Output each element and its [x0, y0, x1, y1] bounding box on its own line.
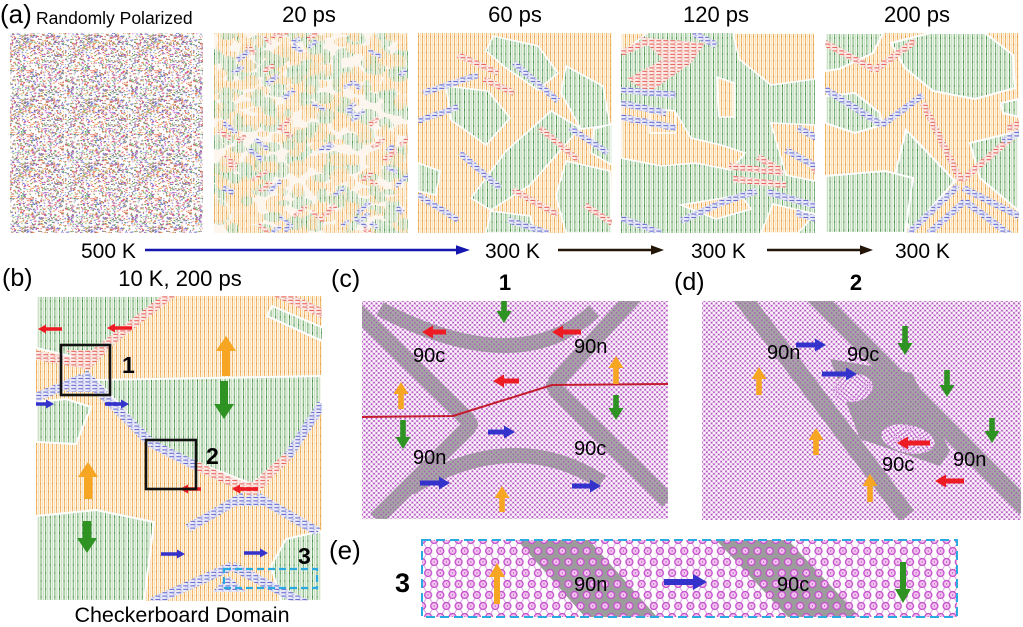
svg-text:3: 3: [395, 568, 410, 598]
svg-text:2: 2: [850, 270, 862, 295]
svg-text:90n: 90n: [767, 342, 800, 364]
svg-text:1: 1: [122, 352, 135, 378]
svg-text:90c: 90c: [847, 344, 879, 366]
svg-text:(c): (c): [331, 265, 360, 293]
svg-text:(d): (d): [674, 268, 705, 296]
svg-text:(e): (e): [329, 535, 361, 565]
svg-text:90n: 90n: [413, 447, 446, 469]
svg-text:(a): (a): [0, 0, 32, 29]
svg-text:120 ps: 120 ps: [683, 2, 749, 27]
svg-text:1: 1: [499, 270, 511, 295]
svg-text:90n: 90n: [574, 336, 607, 358]
svg-text:300 K: 300 K: [691, 240, 746, 263]
svg-text:90c: 90c: [413, 345, 445, 367]
svg-text:90c: 90c: [882, 454, 914, 476]
svg-text:10 K, 200 ps: 10 K, 200 ps: [118, 266, 242, 291]
svg-text:90n: 90n: [953, 449, 986, 471]
svg-text:60 ps: 60 ps: [488, 2, 542, 27]
svg-text:2: 2: [206, 443, 219, 469]
svg-text:(b): (b): [2, 264, 33, 292]
svg-text:90c: 90c: [574, 438, 606, 460]
svg-text:90n: 90n: [574, 574, 607, 596]
svg-text:3: 3: [298, 543, 311, 569]
svg-text:300 K: 300 K: [485, 240, 540, 263]
svg-text:200 ps: 200 ps: [884, 2, 950, 27]
svg-text:90c: 90c: [777, 574, 809, 596]
svg-text:300 K: 300 K: [895, 240, 950, 263]
svg-text:20 ps: 20 ps: [282, 2, 336, 27]
svg-text:Checkerboard Domain: Checkerboard Domain: [74, 603, 289, 627]
svg-text:Randomly Polarized: Randomly Polarized: [36, 8, 193, 28]
svg-text:500 K: 500 K: [81, 240, 136, 263]
